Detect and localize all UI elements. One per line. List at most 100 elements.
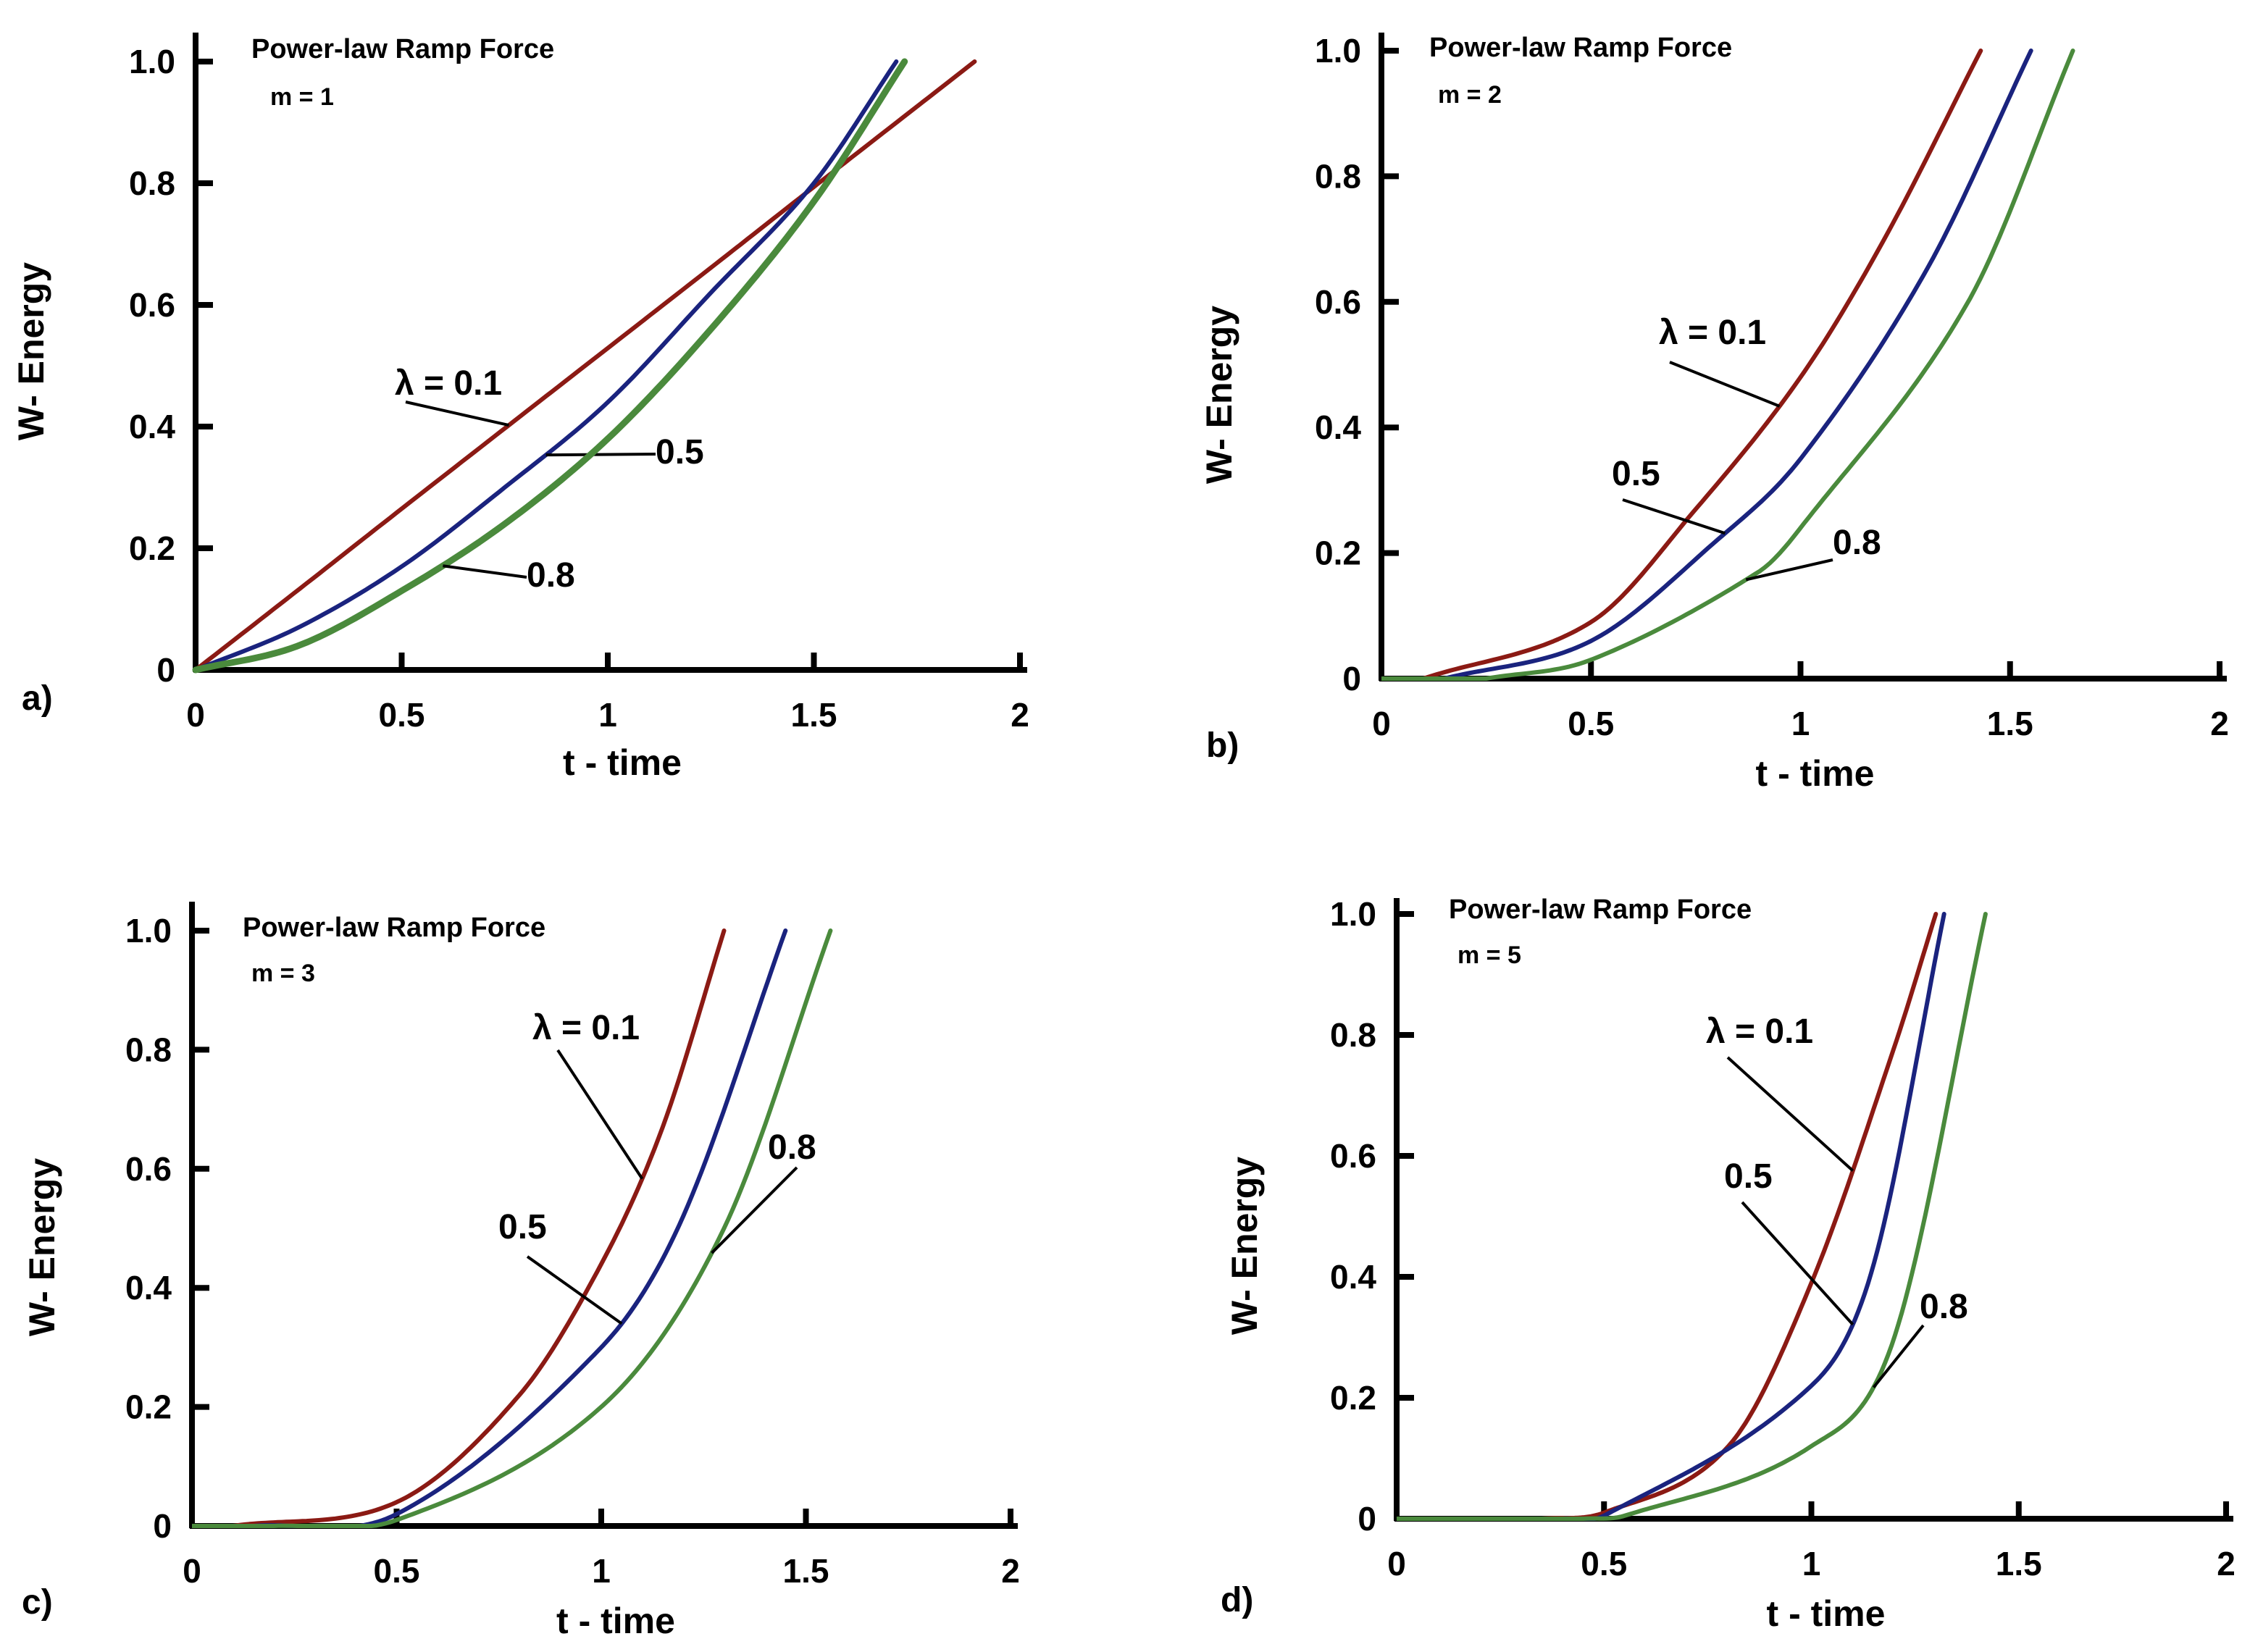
y-tick-label: 1.0	[1330, 895, 1376, 933]
y-tick-label: 0.2	[129, 529, 175, 567]
series-label-1: λ = 0.1	[532, 1009, 640, 1047]
panel-letter: b)	[1206, 726, 1239, 765]
series-label-2: 0.5	[498, 1208, 547, 1246]
series-line-1	[1421, 49, 1983, 681]
y-tick-label: 0.6	[125, 1150, 172, 1188]
series-line-2	[1560, 912, 1946, 1521]
y-tick-label: 0	[1358, 1500, 1376, 1538]
y-tick-label: 0.4	[1330, 1258, 1376, 1296]
series-label-1: λ = 0.1	[395, 364, 502, 403]
x-tick-label: 2	[2210, 705, 2229, 742]
series-line-3	[192, 58, 908, 674]
x-tick-label: 0.5	[374, 1552, 420, 1590]
x-tick-label: 0.5	[1581, 1545, 1627, 1582]
x-tick-label: 0.5	[379, 696, 425, 734]
y-axis-title: W- Energy	[22, 1158, 62, 1336]
chart-panel-1: 0 0.5 1 1.5 2 0 0.2 0.4 0.6 0.8 1.0 t - time W- Ener…	[11, 33, 1029, 783]
y-tick-label: 0.4	[1315, 408, 1361, 446]
series-label-leader	[1872, 1324, 1925, 1388]
y-tick-label: 0.6	[129, 286, 175, 324]
series-label-leader	[556, 1049, 644, 1180]
panel-letter: d)	[1221, 1581, 1253, 1619]
x-tick-label: 2	[1001, 1552, 1020, 1590]
y-tick-label: 0.6	[1330, 1137, 1376, 1175]
series-label-leader	[545, 453, 656, 457]
series-line-1	[193, 59, 977, 672]
panel-title: Power-law Ramp Force	[1449, 894, 1752, 925]
x-tick-label: 0.5	[1568, 705, 1614, 742]
series-label-leader	[1622, 498, 1726, 535]
panel-param: m = 5	[1458, 942, 1521, 969]
series-label-leader	[1741, 1201, 1854, 1326]
series-label-leader	[526, 1255, 623, 1325]
y-tick-label: 1.0	[1315, 32, 1361, 70]
x-tick-label: 1	[598, 696, 617, 734]
x-tick-label: 0	[183, 1552, 201, 1590]
series-label-1: λ = 0.1	[1659, 314, 1766, 352]
series-line-2	[1442, 49, 2033, 681]
series-label-2: 0.5	[1724, 1157, 1773, 1196]
series-label-3: 0.8	[1920, 1288, 1968, 1326]
series-label-leader	[1745, 558, 1833, 582]
series-line-3	[272, 928, 833, 1528]
y-tick-label: 0	[1342, 660, 1361, 697]
y-tick-label: 0.2	[1315, 534, 1361, 572]
y-tick-label: 1.0	[125, 912, 172, 949]
y-tick-label: 0.8	[1330, 1016, 1376, 1054]
chart-panel-3: 0 0.5 1 1.5 2 0 0.2 0.4 0.6 0.8 1.0 t - time W- Ener…	[22, 902, 1020, 1641]
series-label-3: 0.8	[768, 1128, 816, 1167]
panel-param: m = 2	[1438, 81, 1502, 109]
x-axis-title: t - time	[563, 742, 682, 783]
y-tick-label: 0.8	[1315, 157, 1361, 195]
series-line-1	[1539, 912, 1939, 1521]
x-tick-label: 0	[186, 696, 205, 734]
series-label-leader	[443, 564, 527, 579]
series-line-1	[230, 928, 727, 1528]
series-label-2: 0.5	[656, 433, 704, 471]
y-tick-label: 0.2	[125, 1388, 172, 1426]
y-tick-label: 0.4	[129, 408, 175, 445]
series-label-1: λ = 0.1	[1706, 1012, 1813, 1051]
x-tick-label: 1.5	[783, 1552, 829, 1590]
y-tick-label: 1.0	[129, 43, 175, 80]
panel-param: m = 3	[251, 960, 315, 987]
x-axis-title: t - time	[1767, 1593, 1886, 1634]
x-tick-label: 0	[1387, 1545, 1406, 1582]
series-line-3	[1484, 49, 2075, 681]
series-line-2	[193, 59, 899, 672]
panel-title: Power-law Ramp Force	[251, 34, 554, 64]
x-tick-label: 2	[2217, 1545, 2236, 1582]
y-tick-label: 0	[156, 651, 175, 689]
x-axis-title: t - time	[1756, 753, 1875, 794]
y-tick-label: 0.8	[125, 1031, 172, 1068]
y-tick-label: 0.8	[129, 164, 175, 202]
panel-letter: c)	[22, 1583, 53, 1622]
y-tick-label: 0.4	[125, 1269, 172, 1307]
y-tick-label: 0.6	[1315, 283, 1361, 321]
y-axis-title: W- Energy	[11, 262, 51, 440]
y-axis-title: W- Energy	[1199, 306, 1239, 484]
x-tick-label: 1.5	[1996, 1545, 2042, 1582]
x-tick-label: 1	[1802, 1545, 1821, 1582]
series-label-leader	[405, 401, 509, 427]
chart-panel-2: 0 0.5 1 1.5 2 0 0.2 0.4 0.6 0.8 1.0 t - time W- Ener…	[1199, 32, 2229, 794]
series-label-2: 0.5	[1612, 455, 1660, 493]
panel-title: Power-law Ramp Force	[1429, 33, 1732, 63]
series-label-leader	[1726, 1056, 1854, 1173]
series-label-leader	[1669, 361, 1781, 408]
x-tick-label: 1.5	[791, 696, 837, 734]
series-line-3	[1581, 912, 1988, 1521]
chart-panel-4: 0 0.5 1 1.5 2 0 0.2 0.4 0.6 0.8 1.0 t - time W- Ener…	[1221, 894, 2236, 1634]
y-tick-label: 0	[153, 1507, 172, 1545]
panel-letter: a)	[22, 679, 53, 718]
y-tick-label: 0.2	[1330, 1379, 1376, 1417]
series-label-leader	[711, 1166, 798, 1254]
x-tick-label: 1.5	[1987, 705, 2033, 742]
x-tick-label: 1	[1791, 705, 1810, 742]
series-label-3: 0.8	[1833, 524, 1881, 562]
x-tick-label: 0	[1372, 705, 1391, 742]
series-label-3: 0.8	[527, 556, 575, 595]
panel-param: m = 1	[270, 83, 334, 111]
x-tick-label: 2	[1011, 696, 1029, 734]
